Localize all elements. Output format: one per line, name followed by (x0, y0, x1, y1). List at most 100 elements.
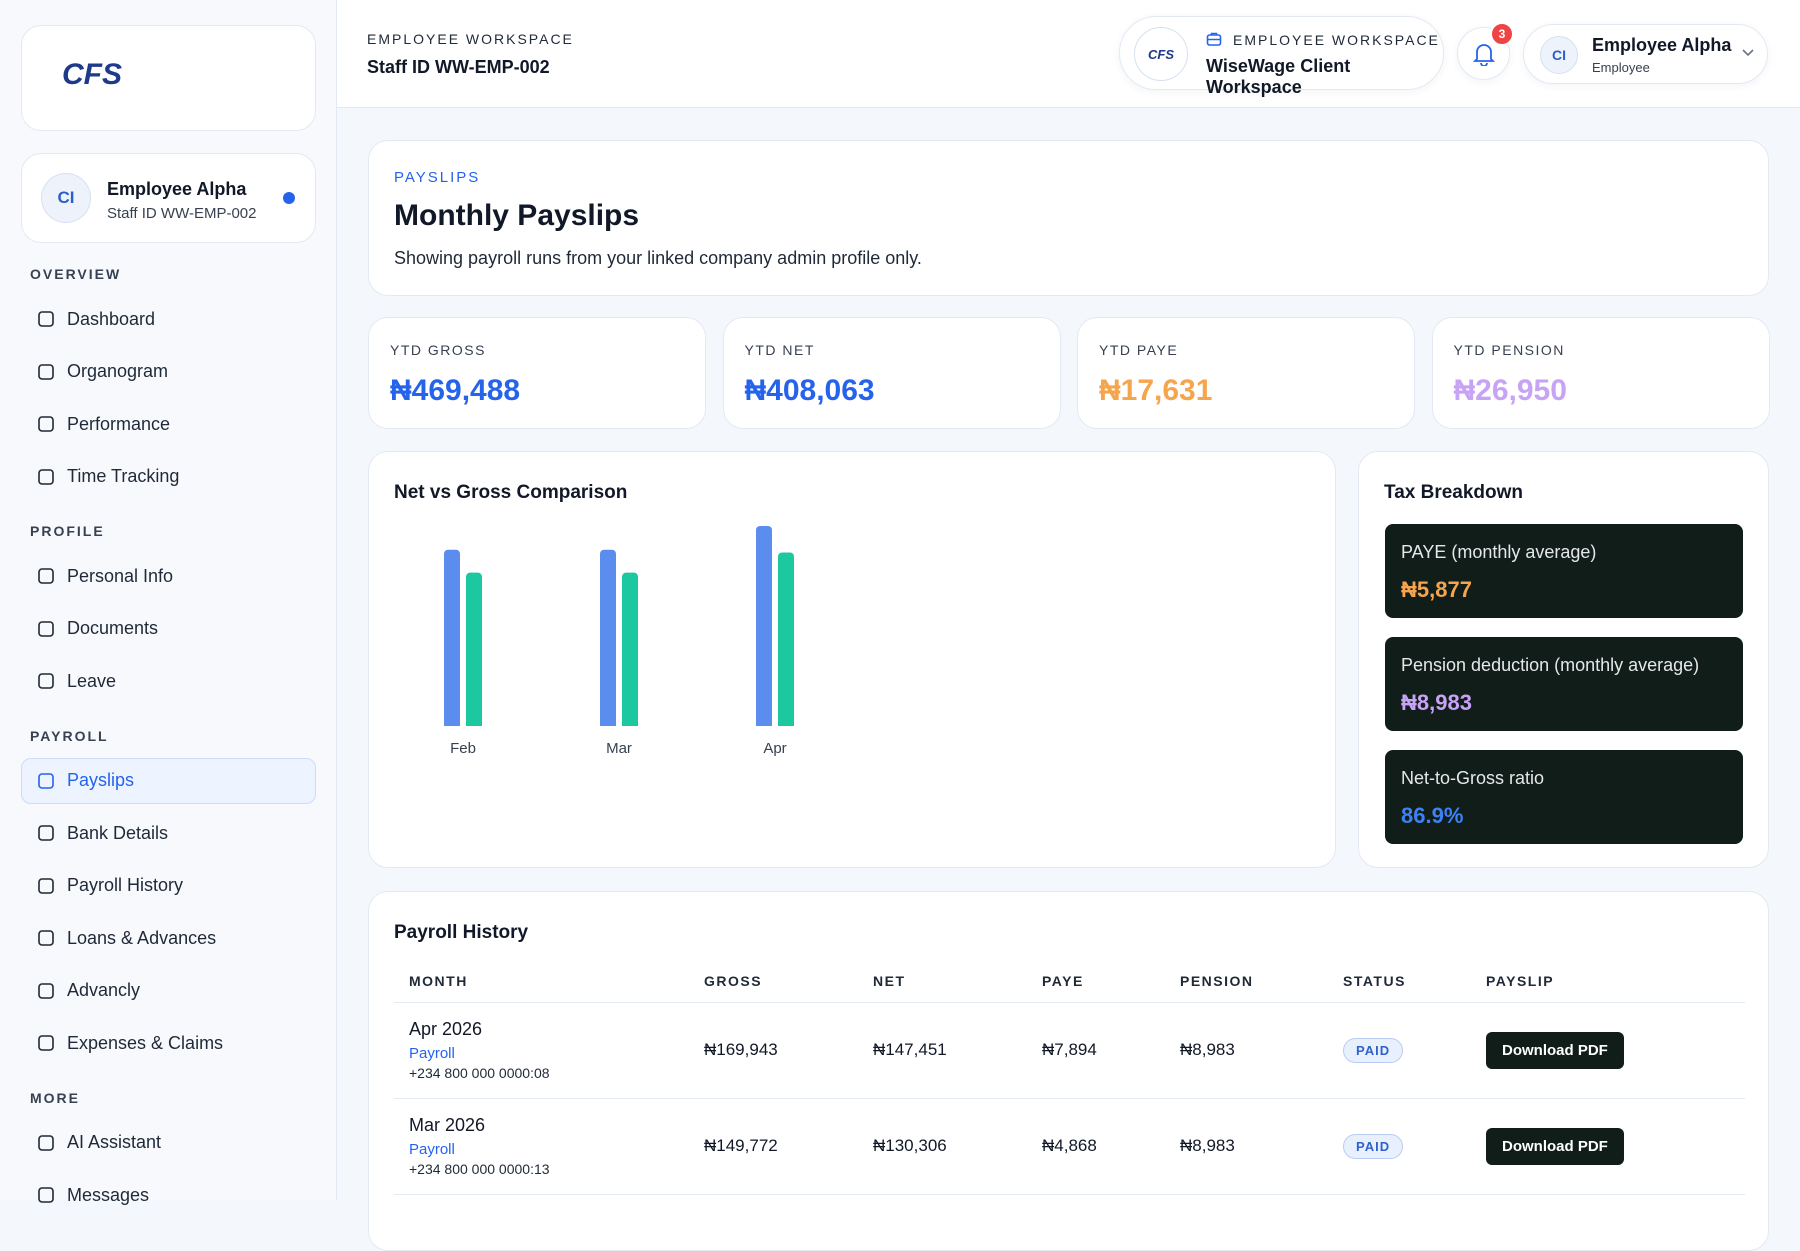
column-header: GROSS (704, 972, 763, 989)
notifications-button[interactable]: 3 (1457, 22, 1514, 80)
stat-value: ₦469,488 (390, 374, 521, 407)
tax-box: Pension deduction (monthly average) ₦8,98… (1385, 637, 1743, 731)
cell: Download PDF (1471, 1002, 1745, 1098)
nav-label: Payroll History (67, 875, 184, 896)
tax-card: Tax Breakdown PAYE (monthly average) ₦5,8… (1358, 451, 1769, 868)
nav-label: Performance (67, 413, 171, 434)
nav-section-title: MORE (30, 1089, 80, 1106)
amount: ₦7,894 (1042, 1040, 1097, 1059)
nav-item[interactable]: AI Assistant (21, 1117, 316, 1170)
nav-item[interactable]: Performance (21, 398, 316, 451)
column-header: PAYE (1042, 972, 1084, 989)
nav-label: Expenses & Claims (67, 1032, 224, 1053)
nav-section-title: OVERVIEW (30, 266, 122, 282)
nav-item[interactable]: Organogram (21, 346, 316, 399)
user-role: Employee (1592, 60, 1650, 75)
x-tick-label: Feb (450, 740, 476, 757)
nav-item[interactable]: Bank Details (21, 807, 316, 860)
nav-item[interactable]: Documents (21, 603, 316, 656)
nav-item[interactable]: Leave (21, 655, 316, 708)
payroll-table: MONTH GROSS NET PAYE PENSION STATUS PAYSLIP Ap… (394, 960, 1745, 1195)
icon-shape (38, 568, 54, 585)
amount: ₦147,451 (873, 1040, 947, 1059)
nav-item[interactable]: Payroll History (21, 860, 316, 913)
workspace-switcher[interactable]: CFS EMPLOYEE WORKSPACE WiseWage Client W… (1119, 16, 1444, 97)
icon-shape (38, 772, 54, 789)
table-row: Apr 2026 Payroll +234 800 000 0000:08 ₦169,… (394, 1002, 1745, 1098)
stat-card: YTD PENSION ₦26,950 (1431, 317, 1770, 429)
nav-icon (38, 772, 54, 789)
nav-item[interactable]: Loans & Advances (21, 912, 316, 965)
column-header: NET (873, 972, 906, 989)
bar-foot (600, 722, 616, 726)
icon-shape (38, 416, 54, 433)
intro-title: Monthly Payslips (394, 199, 640, 232)
bar-foot (778, 722, 794, 726)
nav-item[interactable]: Messages (21, 1169, 316, 1222)
run-type[interactable]: Payroll (409, 1045, 455, 1062)
logo: CFS (62, 58, 122, 91)
nav-item[interactable]: Time Tracking (21, 451, 316, 504)
nav-label: Time Tracking (67, 466, 180, 487)
bar (466, 572, 482, 726)
tax-value: 86.9% (1401, 803, 1464, 828)
nav-label: Documents (67, 618, 159, 639)
body: CFS CI Employee Alpha Staff ID WW-EMP-00… (21, 0, 1800, 1251)
amount: ₦4,868 (1042, 1136, 1097, 1155)
tax-label: Pension deduction (monthly average) (1401, 655, 1700, 675)
briefcase-icon (1206, 32, 1222, 46)
nav-label: Payslips (67, 770, 135, 790)
tax-box: PAYE (monthly average) ₦5,877 (1385, 524, 1743, 618)
column-header: MONTH (409, 972, 468, 989)
nav-item[interactable]: Advancly (21, 965, 316, 1018)
nav-icon (38, 982, 54, 999)
nav-icon (38, 620, 54, 637)
cell: PAID (1328, 1002, 1471, 1098)
icon-shape (38, 620, 54, 637)
nav-icon (38, 416, 54, 433)
header-eyebrow: EMPLOYEE WORKSPACE (367, 31, 574, 47)
icon-shape (38, 1187, 54, 1204)
nav-item[interactable]: Expenses & Claims (21, 1017, 316, 1070)
reference: +234 800 000 0000:13 (409, 1161, 550, 1177)
nav-icon (38, 930, 54, 947)
user-menu[interactable]: CI Employee Alpha Employee (1523, 24, 1768, 84)
nav-label: Advancly (67, 980, 141, 1001)
history-title: Payroll History (394, 922, 529, 943)
nav-item[interactable]: Personal Info (21, 550, 316, 603)
nav-label: AI Assistant (67, 1132, 162, 1153)
run-type[interactable]: Payroll (409, 1141, 455, 1158)
stat-card: YTD GROSS ₦469,488 (368, 317, 706, 429)
nav-icon (38, 568, 54, 585)
download-button[interactable]: Download PDF (1486, 1127, 1624, 1165)
nav-icon (38, 363, 54, 380)
month: Apr 2026 (409, 1019, 483, 1039)
chart-card: Net vs Gross Comparison Feb Mar Apr (368, 451, 1336, 868)
nav-section-title: PAYROLL (30, 727, 109, 744)
nav-label: Leave (67, 670, 117, 691)
tax-box: Net-to-Gross ratio 86.9% (1385, 750, 1743, 844)
nav-label: Dashboard (67, 308, 156, 329)
icon-shape (38, 1035, 54, 1052)
icon-shape (38, 363, 54, 380)
tax-value: ₦5,877 (1401, 577, 1472, 602)
nav-item[interactable]: Payslips (21, 757, 316, 804)
column-header: PAYSLIP (1486, 972, 1555, 989)
workspace-name: WiseWage Client Workspace (1206, 56, 1351, 97)
stat-label: YTD NET (744, 342, 815, 358)
nav-icon (38, 1035, 54, 1052)
stat-value: ₦408,063 (744, 374, 875, 407)
download-button[interactable]: Download PDF (1486, 1031, 1624, 1069)
history-card: Payroll History MONTH GROSS NET PAYE PENSION… (368, 891, 1769, 1251)
reference: +234 800 000 0000:08 (409, 1065, 550, 1081)
status-badge: PAID (1343, 1133, 1404, 1159)
nav-item[interactable]: Dashboard (21, 293, 316, 346)
profile-card[interactable]: CI Employee Alpha Staff ID WW-EMP-002 (21, 153, 316, 243)
nav-section-title: PROFILE (30, 523, 105, 539)
cell: PAID (1328, 1098, 1471, 1194)
profile-name: Employee Alpha (107, 179, 247, 199)
amount: ₦130,306 (873, 1136, 947, 1155)
stat-card: YTD NET ₦408,063 (722, 317, 1061, 429)
icon-shape (38, 1134, 54, 1151)
bar-foot (466, 722, 482, 726)
